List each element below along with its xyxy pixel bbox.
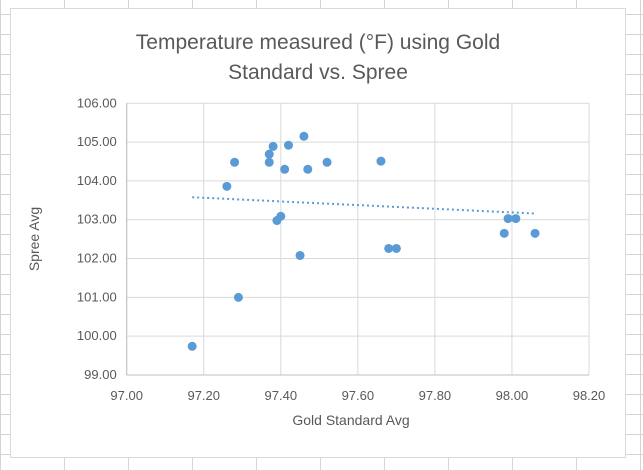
data-point <box>303 164 313 174</box>
data-point <box>503 214 513 224</box>
data-point <box>276 211 286 221</box>
y-tick-label: 102.00 <box>77 251 117 266</box>
chart-title-line-2: Standard vs. Spree <box>228 61 408 84</box>
data-point <box>322 157 332 167</box>
chart-title-line-1: Temperature measured (°F) using Gold <box>136 31 500 54</box>
data-point <box>264 157 274 167</box>
x-tick-label: 98.20 <box>573 388 606 403</box>
data-point <box>284 140 294 150</box>
data-point <box>376 156 386 166</box>
data-point <box>511 214 521 224</box>
y-tick-label: 104.00 <box>77 173 117 188</box>
y-axis-label: Spree Avg <box>26 207 42 271</box>
data-point <box>187 341 197 351</box>
x-axis-label: Gold Standard Avg <box>292 412 409 428</box>
x-tick-label: 98.00 <box>496 388 529 403</box>
y-tick-label: 100.00 <box>77 328 117 343</box>
data-point <box>295 250 305 260</box>
x-tick-label: 97.80 <box>419 388 452 403</box>
scatter-chart[interactable]: Temperature measured (°F) using Gold Sta… <box>10 8 626 458</box>
trendline <box>192 196 536 215</box>
data-point <box>384 243 394 253</box>
data-point <box>268 141 278 151</box>
x-tick-label: 97.60 <box>342 388 375 403</box>
data-point <box>280 164 290 174</box>
chart-svg: Temperature measured (°F) using Gold Sta… <box>26 31 606 428</box>
x-tick-label: 97.20 <box>187 388 220 403</box>
y-tick-label: 103.00 <box>77 212 117 227</box>
y-tick-label: 106.00 <box>77 95 117 110</box>
data-point <box>264 149 274 159</box>
y-tick-label: 101.00 <box>77 289 117 304</box>
data-point <box>299 131 309 141</box>
data-point <box>222 181 232 191</box>
data-point <box>499 228 509 238</box>
x-tick-label: 97.40 <box>265 388 298 403</box>
data-point <box>230 157 240 167</box>
data-point <box>233 292 243 302</box>
data-point <box>530 228 540 238</box>
data-point <box>391 243 401 253</box>
y-tick-label: 99.00 <box>84 367 117 382</box>
x-tick-label: 97.00 <box>110 388 143 403</box>
y-tick-label: 105.00 <box>77 134 117 149</box>
